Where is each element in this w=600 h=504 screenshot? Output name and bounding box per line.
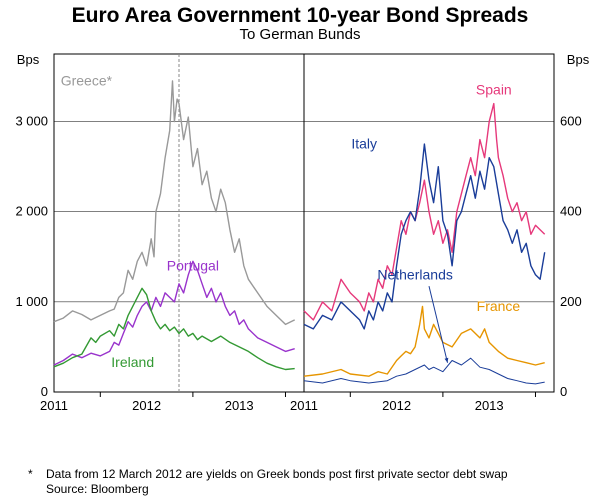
svg-text:Portugal: Portugal	[167, 257, 219, 273]
chart-title: Euro Area Government 10-year Bond Spread…	[0, 0, 600, 28]
footnote-block: *Data from 12 March 2012 are yields on G…	[28, 467, 588, 498]
svg-text:0: 0	[41, 384, 48, 399]
svg-text:200: 200	[560, 294, 582, 309]
chart-subtitle: To German Bunds	[0, 26, 600, 43]
svg-text:Spain: Spain	[476, 82, 512, 98]
svg-text:2012: 2012	[132, 398, 161, 413]
footnote-text: Data from 12 March 2012 are yields on Gr…	[46, 467, 576, 483]
chart-area: Bps Bps 0 1 000 2 000 3 000 2011 2012 2013 Greece…	[0, 48, 600, 418]
svg-text:Bps: Bps	[17, 52, 40, 67]
svg-text:3 000: 3 000	[15, 114, 48, 129]
svg-text:Bps: Bps	[567, 52, 590, 67]
svg-text:2011: 2011	[40, 398, 68, 413]
svg-text:0: 0	[560, 384, 567, 399]
source-text: Source: Bloomberg	[46, 482, 588, 498]
chart-svg: Bps Bps 0 1 000 2 000 3 000 2011 2012 2013 Greece…	[0, 48, 600, 418]
svg-text:2 000: 2 000	[15, 204, 48, 219]
svg-text:Netherlands: Netherlands	[377, 266, 453, 282]
svg-text:2011: 2011	[290, 398, 318, 413]
svg-text:Greece*: Greece*	[61, 73, 113, 89]
svg-text:1 000: 1 000	[15, 294, 48, 309]
svg-text:Italy: Italy	[351, 136, 377, 152]
svg-text:2013: 2013	[475, 398, 504, 413]
svg-text:400: 400	[560, 204, 582, 219]
footnote-marker: *	[28, 467, 46, 483]
svg-text:2013: 2013	[225, 398, 254, 413]
svg-text:600: 600	[560, 114, 582, 129]
svg-text:2012: 2012	[382, 398, 411, 413]
svg-text:Ireland: Ireland	[111, 354, 154, 370]
svg-text:France: France	[477, 298, 521, 314]
